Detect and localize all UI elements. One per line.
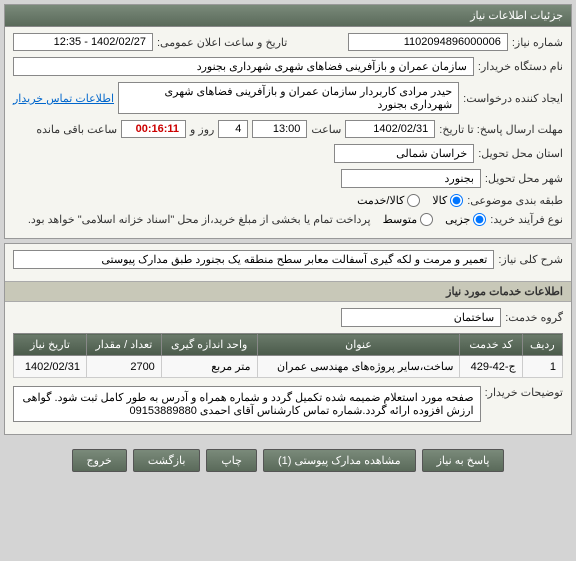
exit-label: خروج	[87, 454, 112, 467]
th-qty: تعداد / مقدار	[86, 334, 161, 356]
need-no-value: 1102094896000006	[348, 33, 508, 51]
buyer-notes-label: توضیحات خریدار:	[485, 386, 563, 399]
announce-dt-label: تاریخ و ساعت اعلان عمومی:	[157, 36, 287, 49]
buyer-org-value: سازمان عمران و بازآفرینی فضاهای شهری شهر…	[13, 57, 474, 76]
table-row[interactable]: 1 ج-42-429 ساخت،سایر پروژه‌های مهندسی عم…	[14, 356, 563, 378]
print-label: چاپ	[221, 454, 242, 467]
td-row: 1	[522, 356, 562, 378]
remaining-label: ساعت باقی مانده	[36, 123, 117, 136]
time-label: ساعت	[311, 123, 341, 136]
th-date: تاریخ نیاز	[14, 334, 87, 356]
category-radios: کالا کالا/خدمت	[357, 194, 463, 207]
city-label: شهر محل تحویل:	[485, 172, 563, 185]
radio-service-label: کالا/خدمت	[357, 194, 404, 207]
buyer-org-label: نام دستگاه خریدار:	[478, 60, 563, 73]
general-desc-label: شرح کلی نیاز:	[498, 253, 563, 266]
radio-goods[interactable]	[450, 194, 463, 207]
respond-label: پاسخ به نیاز	[437, 454, 490, 467]
attachments-label: مشاهده مدارک پیوستی (1)	[278, 454, 401, 467]
days-value: 4	[218, 120, 248, 138]
button-bar: پاسخ به نیاز مشاهده مدارک پیوستی (1) چاپ…	[0, 439, 576, 482]
and-label: روز و	[190, 123, 214, 136]
radio-service[interactable]	[407, 194, 420, 207]
process-desc: پرداخت تمام یا بخشی از مبلغ خرید،از محل …	[28, 213, 371, 226]
respond-button[interactable]: پاسخ به نیاز	[422, 449, 505, 472]
radio-partial-label: جزیی	[445, 213, 470, 226]
announce-dt-value: 1402/02/27 - 12:35	[13, 33, 153, 51]
general-desc-value: تعمیر و مرمت و لکه گیری آسفالت معابر سطح…	[13, 250, 494, 269]
process-radios: جزیی متوسط	[383, 213, 487, 226]
radio-medium-label: متوسط	[383, 213, 418, 226]
th-code: کد خدمت	[460, 334, 522, 356]
service-group-label: گروه خدمت:	[505, 311, 563, 324]
services-table: ردیف کد خدمت عنوان واحد اندازه گیری تعدا…	[13, 333, 563, 378]
requester-label: ایجاد کننده درخواست:	[463, 92, 563, 105]
back-button[interactable]: بازگشت	[133, 449, 201, 472]
remaining-timer: 00:16:11	[121, 120, 186, 138]
attachments-button[interactable]: مشاهده مدارک پیوستی (1)	[263, 449, 416, 472]
th-title: عنوان	[257, 334, 460, 356]
requester-value: حیدر مرادی کاربردار سازمان عمران و بازآف…	[118, 82, 459, 114]
td-qty: 2700	[86, 356, 161, 378]
th-row: ردیف	[522, 334, 562, 356]
th-unit: واحد اندازه گیری	[161, 334, 257, 356]
radio-medium[interactable]	[420, 213, 433, 226]
print-button[interactable]: چاپ	[206, 449, 257, 472]
province-label: استان محل تحویل:	[478, 147, 563, 160]
process-label: نوع فرآیند خرید:	[490, 213, 563, 226]
td-date: 1402/02/31	[14, 356, 87, 378]
deadline-date: 1402/02/31	[345, 120, 435, 138]
need-no-label: شماره نیاز:	[512, 36, 563, 49]
contact-link[interactable]: اطلاعات تماس خریدار	[13, 92, 114, 105]
exit-button[interactable]: خروج	[72, 449, 127, 472]
panel-title: جزئیات اطلاعات نیاز	[5, 5, 571, 27]
service-group-value: ساختمان	[341, 308, 501, 327]
radio-goods-label: کالا	[432, 194, 447, 207]
radio-partial[interactable]	[473, 213, 486, 226]
deadline-label: مهلت ارسال پاسخ: تا تاریخ:	[439, 123, 563, 136]
category-label: طبقه بندی موضوعی:	[467, 194, 563, 207]
details-panel: جزئیات اطلاعات نیاز شماره نیاز: 11020948…	[4, 4, 572, 239]
city-value: بجنورد	[341, 169, 481, 188]
desc-panel: شرح کلی نیاز: تعمیر و مرمت و لکه گیری آس…	[4, 243, 572, 435]
services-info-header: اطلاعات خدمات مورد نیاز	[5, 281, 571, 302]
province-value: خراسان شمالی	[334, 144, 474, 163]
deadline-time: 13:00	[252, 120, 307, 138]
td-unit: متر مربع	[161, 356, 257, 378]
buyer-notes-value: صفحه مورد استعلام ضمیمه شده تکمیل گردد و…	[13, 386, 481, 422]
td-title: ساخت،سایر پروژه‌های مهندسی عمران	[257, 356, 460, 378]
table-header-row: ردیف کد خدمت عنوان واحد اندازه گیری تعدا…	[14, 334, 563, 356]
td-code: ج-42-429	[460, 356, 522, 378]
back-label: بازگشت	[148, 454, 186, 467]
